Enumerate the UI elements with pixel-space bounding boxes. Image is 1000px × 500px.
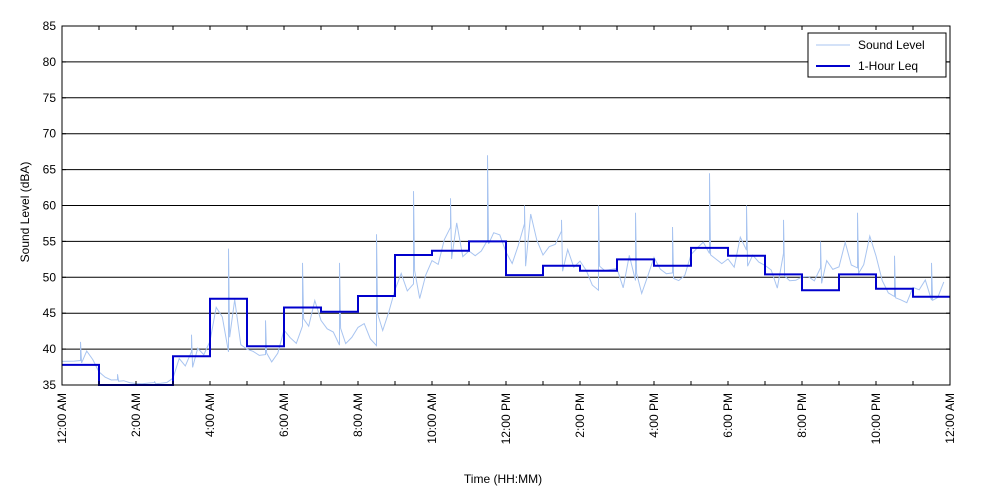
x-tick-label: 8:00 PM <box>795 393 809 438</box>
grid-lines <box>62 61 950 350</box>
y-tick-label: 85 <box>43 19 57 33</box>
y-tick-label: 35 <box>43 378 57 392</box>
y-tick-label: 75 <box>43 91 57 105</box>
legend: Sound Level 1-Hour Leq <box>807 32 947 78</box>
leq-series <box>62 240 950 386</box>
y-tick-label: 45 <box>43 306 57 320</box>
y-tick-label: 60 <box>43 199 57 213</box>
x-tick-label: 8:00 AM <box>351 393 365 437</box>
y-tick-label: 80 <box>43 55 57 69</box>
legend-label-leq: 1-Hour Leq <box>858 59 918 73</box>
x-tick-label: 12:00 AM <box>55 393 69 444</box>
x-tick-label: 4:00 PM <box>647 393 661 438</box>
y-tick-label: 40 <box>43 342 57 356</box>
sound-level-series <box>61 155 945 385</box>
y-axis-label: Sound Level (dBA) <box>18 162 32 263</box>
leq-step-line <box>62 240 950 386</box>
y-tick-label: 50 <box>43 270 57 284</box>
x-tick-label: 2:00 PM <box>573 393 587 438</box>
legend-label-sound-level: Sound Level <box>858 38 925 52</box>
x-tick-label: 12:00 PM <box>499 393 513 444</box>
x-tick-label: 10:00 AM <box>425 393 439 444</box>
x-tick-label: 6:00 AM <box>277 393 291 437</box>
x-tick-label: 12:00 AM <box>943 393 957 444</box>
x-tick-label: 6:00 PM <box>721 393 735 438</box>
x-tick-label: 10:00 PM <box>869 393 883 444</box>
y-tick-label: 55 <box>43 234 57 248</box>
sound-level-line <box>61 155 945 385</box>
x-tick-label: 2:00 AM <box>129 393 143 437</box>
y-tick-label: 65 <box>43 163 57 177</box>
y-tick-label: 70 <box>43 127 57 141</box>
x-tick-label: 4:00 AM <box>203 393 217 437</box>
x-axis-label: Time (HH:MM) <box>464 472 542 486</box>
y-axis-ticks: 35 40 45 50 55 60 65 70 75 80 85 <box>43 19 950 392</box>
legend-box <box>807 32 947 78</box>
x-axis-ticks: 12:00 AM 2:00 AM 4:00 AM 6:00 AM 8:00 AM 10:0… <box>55 26 957 444</box>
